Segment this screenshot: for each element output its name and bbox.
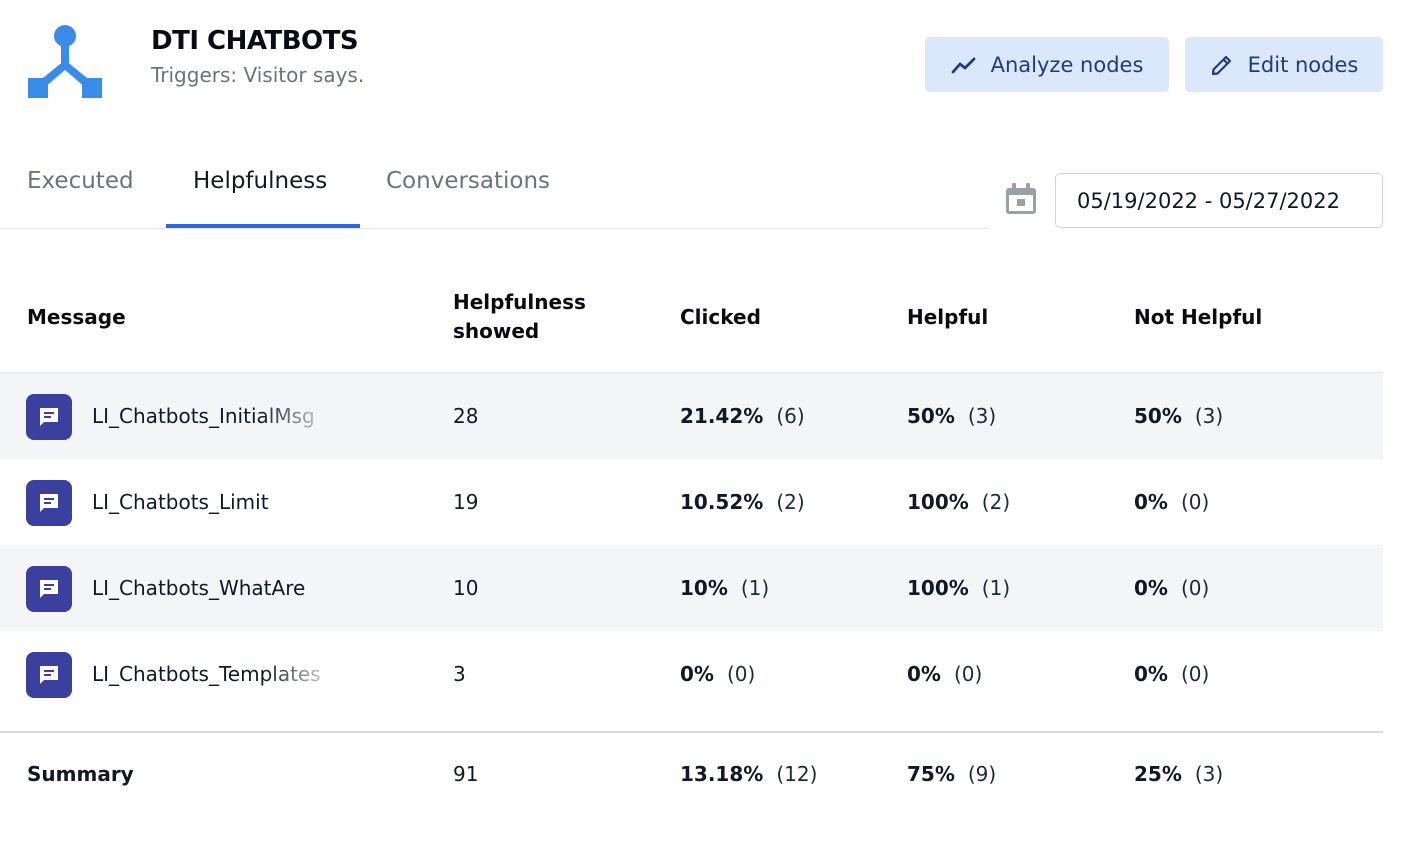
- chat-message-icon: [26, 394, 72, 440]
- not-helpful-value: 0% (0): [1134, 631, 1209, 717]
- clicked-percent: 10.52%: [680, 490, 764, 514]
- page-subtitle: Triggers: Visitor says.: [151, 63, 365, 87]
- helpful-value: 100% (1): [907, 545, 1010, 631]
- not-helpful-count: (0): [1180, 662, 1210, 686]
- chat-message-icon: [26, 566, 72, 612]
- table-row[interactable]: LI_Chatbots_WhatAre 10 10% (1) 100% (1) 0%…: [0, 545, 1383, 631]
- helpful-count: (2): [981, 490, 1011, 514]
- message-name-text: LI_Chatbots_Limit: [92, 490, 269, 514]
- summary-clicked-percent: 13.18%: [680, 762, 764, 786]
- not-helpful-percent: 0%: [1134, 662, 1168, 686]
- active-tab-indicator: [166, 224, 360, 228]
- tab-bar: Executed Helpfulness Conversations: [0, 158, 990, 229]
- helpful-value: 100% (2): [907, 459, 1010, 545]
- clicked-value: 10.52% (2): [680, 459, 805, 545]
- clicked-value: 10% (1): [680, 545, 769, 631]
- table-row[interactable]: LI_Chatbots_Limit 19 10.52% (2) 100% (2) 0…: [0, 459, 1383, 545]
- chat-message-icon: [26, 652, 72, 698]
- not-helpful-percent: 50%: [1134, 404, 1182, 428]
- helpfulness-showed-value: 19: [453, 490, 479, 514]
- clicked-count: (0): [726, 662, 756, 686]
- helpfulness-showed-value: 3: [453, 662, 466, 686]
- tab-executed[interactable]: Executed: [27, 168, 134, 194]
- summary-not-helpful-count: (3): [1194, 762, 1224, 786]
- edit-nodes-button[interactable]: Edit nodes: [1185, 37, 1383, 92]
- clicked-percent: 0%: [680, 662, 714, 686]
- column-header-helpful[interactable]: Helpful: [907, 305, 989, 329]
- not-helpful-value: 50% (3): [1134, 373, 1223, 459]
- chatbot-flow-icon: [28, 25, 102, 98]
- not-helpful-count: (0): [1180, 490, 1210, 514]
- clicked-count: (6): [776, 404, 805, 428]
- clicked-count: (1): [740, 576, 770, 600]
- summary-helpful-count: (9): [967, 762, 997, 786]
- message-name-text: LI_Chatbots_InitialMsg: [92, 404, 315, 428]
- column-header-not-helpful[interactable]: Not Helpful: [1134, 305, 1263, 329]
- page-title: DTI CHATBOTS: [151, 26, 359, 56]
- message-name: LI_Chatbots_Limit: [92, 459, 342, 545]
- column-header-helpfulness-showed[interactable]: Helpfulness showed: [453, 290, 586, 343]
- helpfulness-showed-value: 28: [453, 404, 479, 428]
- helpful-value: 0% (0): [907, 631, 982, 717]
- not-helpful-count: (3): [1194, 404, 1224, 428]
- helpfulness-showed-value: 10: [453, 576, 479, 600]
- summary-not-helpful-percent: 25%: [1134, 762, 1182, 786]
- message-name-text: LI_Chatbots_WhatAre: [92, 576, 306, 600]
- helpful-count: (0): [953, 662, 983, 686]
- message-name: LI_Chatbots_InitialMsg: [92, 373, 342, 459]
- summary-row: Summary 91 13.18% (12) 75% (9) 25% (3): [0, 731, 1383, 817]
- tab-conversations[interactable]: Conversations: [386, 168, 551, 194]
- edit-nodes-label: Edit nodes: [1247, 52, 1359, 77]
- clicked-value: 0% (0): [680, 631, 755, 717]
- summary-helpful-percent: 75%: [907, 762, 955, 786]
- column-header-clicked[interactable]: Clicked: [680, 305, 761, 329]
- calendar-icon[interactable]: [1004, 182, 1038, 216]
- helpful-percent: 100%: [907, 490, 969, 514]
- trend-line-icon: [951, 57, 976, 73]
- analyze-nodes-label: Analyze nodes: [990, 52, 1144, 77]
- not-helpful-value: 0% (0): [1134, 545, 1209, 631]
- helpfulness-table: Message Helpfulness showed Clicked Helpf…: [0, 262, 1383, 817]
- summary-label: Summary: [27, 762, 134, 786]
- helpful-count: (1): [981, 576, 1011, 600]
- summary-clicked-count: (12): [776, 762, 818, 786]
- not-helpful-count: (0): [1180, 576, 1210, 600]
- pencil-icon: [1211, 55, 1231, 75]
- clicked-count: (2): [776, 490, 805, 514]
- page-header: DTI CHATBOTS Triggers: Visitor says. Ana…: [0, 0, 1406, 120]
- chat-message-icon: [26, 480, 72, 526]
- tab-helpfulness[interactable]: Helpfulness: [193, 168, 328, 194]
- helpful-count: (3): [967, 404, 997, 428]
- helpful-percent: 0%: [907, 662, 941, 686]
- clicked-percent: 21.42%: [680, 404, 764, 428]
- summary-showed-value: 91: [453, 762, 479, 786]
- message-name: LI_Chatbots_WhatAre: [92, 545, 342, 631]
- helpful-percent: 100%: [907, 576, 969, 600]
- message-name-text: LI_Chatbots_Templates: [92, 662, 321, 686]
- date-range-input[interactable]: 05/19/2022 - 05/27/2022: [1055, 173, 1383, 228]
- summary-helpful-value: 75% (9): [907, 733, 996, 815]
- table-header: Message Helpfulness showed Clicked Helpf…: [0, 262, 1383, 373]
- summary-clicked-value: 13.18% (12): [680, 733, 817, 815]
- summary-not-helpful-value: 25% (3): [1134, 733, 1223, 815]
- column-header-message[interactable]: Message: [27, 305, 126, 329]
- not-helpful-value: 0% (0): [1134, 459, 1209, 545]
- not-helpful-percent: 0%: [1134, 490, 1168, 514]
- clicked-percent: 10%: [680, 576, 728, 600]
- helpful-percent: 50%: [907, 404, 955, 428]
- clicked-value: 21.42% (6): [680, 373, 805, 459]
- table-row[interactable]: LI_Chatbots_Templates 3 0% (0) 0% (0) 0% (0…: [0, 631, 1383, 717]
- not-helpful-percent: 0%: [1134, 576, 1168, 600]
- analyze-nodes-button[interactable]: Analyze nodes: [925, 37, 1169, 92]
- helpful-value: 50% (3): [907, 373, 996, 459]
- table-row[interactable]: LI_Chatbots_InitialMsg 28 21.42% (6) 50% (…: [0, 373, 1383, 459]
- message-name: LI_Chatbots_Templates: [92, 631, 342, 717]
